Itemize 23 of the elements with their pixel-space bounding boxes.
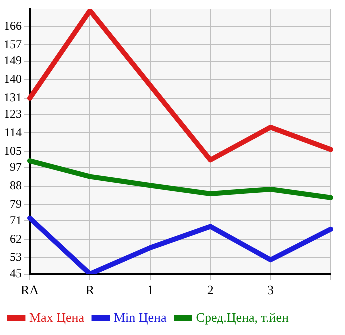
y-tick-label: 79 <box>10 196 22 211</box>
legend-label: Max Цена <box>30 310 85 325</box>
y-tick-label: 131 <box>4 90 22 105</box>
y-tick-label: 45 <box>10 266 22 281</box>
legend-label: Min Цена <box>114 310 167 325</box>
y-tick-label: 114 <box>4 125 22 140</box>
y-tick-label: 88 <box>10 178 22 193</box>
y-tick-label: 157 <box>4 37 22 52</box>
x-tick-label: 1 <box>147 282 154 298</box>
x-tick-label: RA <box>20 282 40 298</box>
y-tick-label: 166 <box>4 18 22 33</box>
y-tick-label: 140 <box>4 72 22 86</box>
y-tick-label: 97 <box>10 160 22 174</box>
y-tick-label: 62 <box>10 232 22 246</box>
x-tick-label: 3 <box>268 282 274 298</box>
y-tick-label: 71 <box>10 213 22 228</box>
y-tick-label: 53 <box>10 250 22 264</box>
y-tick-label: 123 <box>4 106 22 121</box>
y-tick-label: 149 <box>4 54 22 68</box>
legend-label: Сред.Цена, т.йен <box>196 310 289 325</box>
x-tick-label: R <box>86 282 95 298</box>
x-tick-label: 2 <box>207 282 214 298</box>
y-tick-label: 105 <box>4 144 22 158</box>
